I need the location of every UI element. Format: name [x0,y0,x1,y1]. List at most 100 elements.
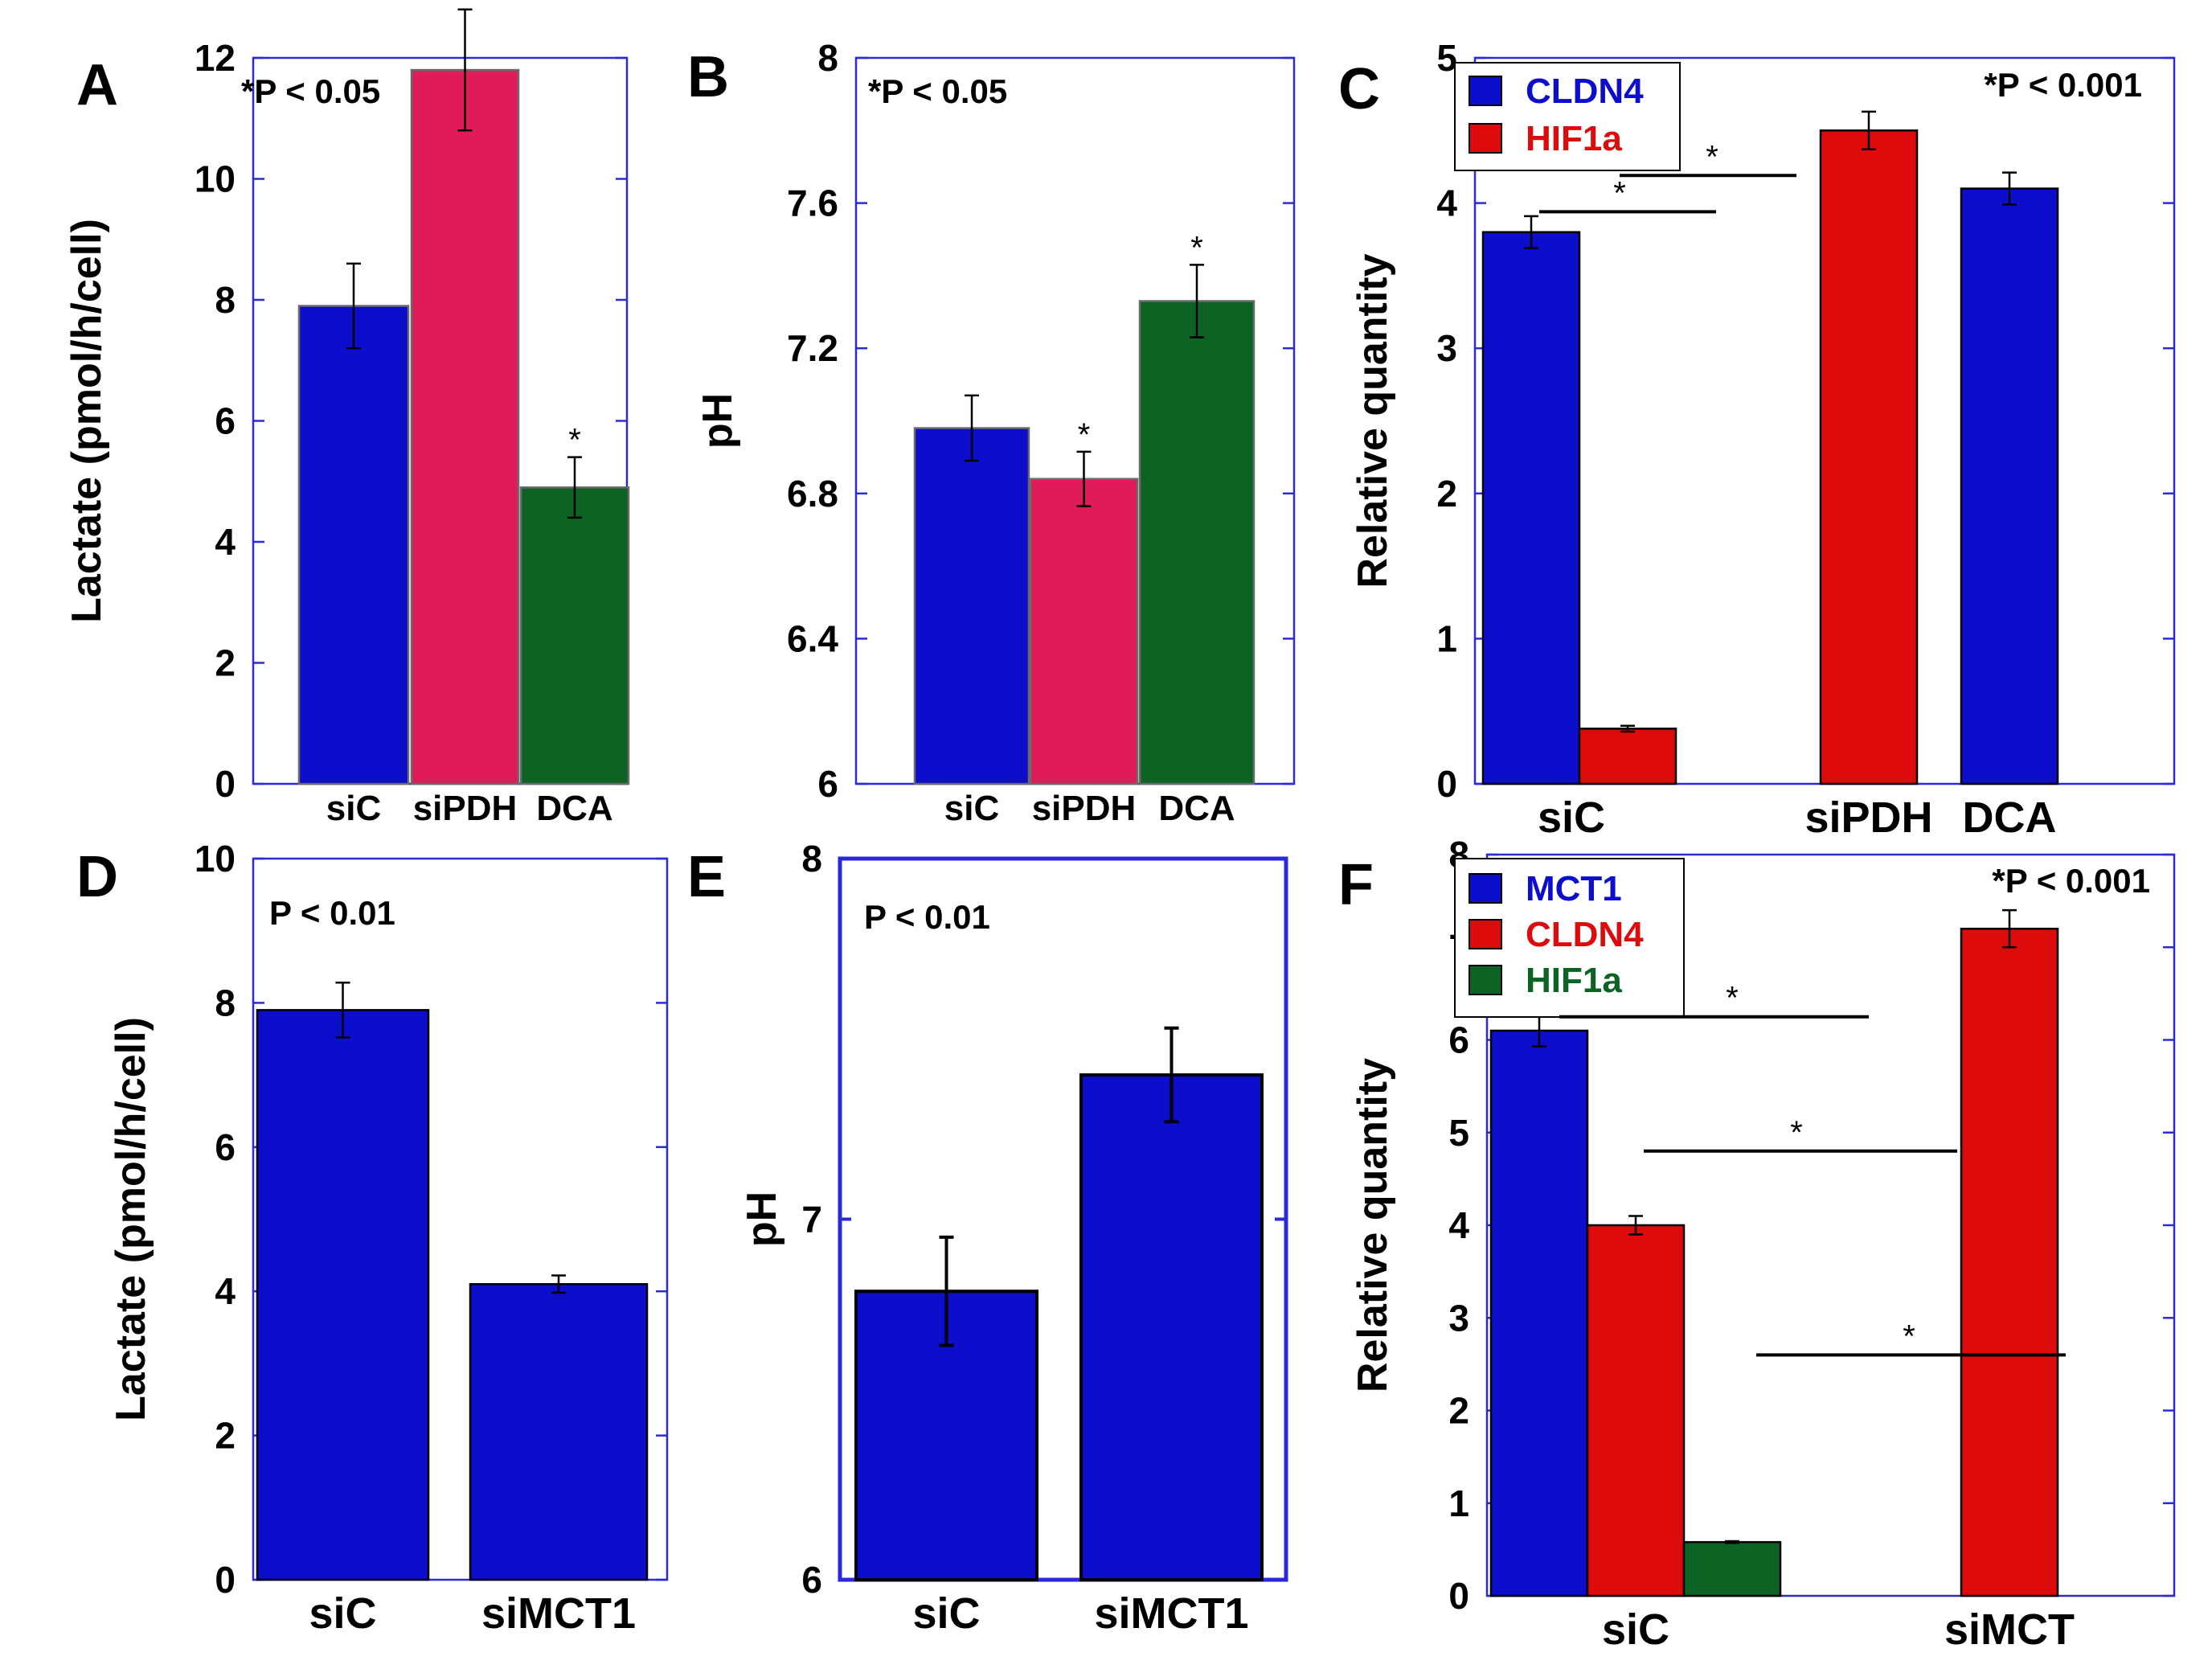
y-tick-label: 8 [215,982,236,1023]
y-tick-label: 0 [1448,1575,1469,1617]
legend-label-cldn4: CLDN4 [1526,72,1644,111]
bar-simct-cldn4 [1960,927,2059,1597]
p-value-annotation: P < 0.01 [269,894,395,932]
y-tick-label: 5 [1436,37,1457,79]
x-category-label: DCA [1963,793,2057,842]
y-tick-label: 6 [215,400,236,442]
x-category-label: siPDH [1032,789,1137,828]
y-tick-label: 3 [1448,1297,1469,1339]
y-tick-label: 2 [1436,473,1457,515]
y-axis-title: Lactate (pmol/h/cell) [108,1017,154,1421]
bar-dca [1138,300,1256,785]
y-axis-title: pH [694,393,741,449]
y-tick-label: 6 [215,1126,236,1168]
x-category-label: siC [1538,793,1605,842]
bracket-star: * [1903,1318,1915,1354]
x-category-label: siMCT [1944,1605,2075,1654]
bar-sipdh [1029,478,1139,785]
y-tick-label: 6 [801,1559,822,1601]
bar-sic [297,305,410,785]
x-category-label: DCA [1158,789,1235,828]
y-tick-label: 12 [195,37,236,79]
y-tick-label: 6.8 [787,473,838,515]
y-axis-title: pH [739,1191,785,1247]
y-tick-label: 6 [817,763,838,805]
panel-f: F012345678Relative quantity*P < 0.001siC… [1338,834,2176,1654]
y-axis-title: Relative quantity [1350,253,1396,588]
panel-a: A 0 2 4 6 8 10 12 Lactate (pmol/h/cell) *P < 0.05… [63,0,630,828]
y-tick-label: 4 [215,1270,236,1312]
p-value-annotation: *P < 0.001 [1992,862,2150,900]
panel-letter-f: F [1338,853,1374,917]
y-tick-label: 3 [1436,327,1457,369]
significance-star: * [568,423,581,458]
panel-letter-e: E [687,845,726,909]
legend: CLDN4 HIF1a [1454,62,1681,171]
y-tick-label: 1 [1448,1482,1469,1524]
bracket-star: * [1613,175,1626,211]
y-tick-label: 8 [215,279,236,321]
y-tick-label: 6 [1448,1019,1469,1061]
y-tick-label: 4 [1448,1204,1469,1246]
x-category-label: siC [912,1589,980,1638]
panel-letter-c: C [1338,57,1380,121]
legend-swatch-cldn4 [1469,76,1502,106]
significance-star: * [1190,230,1203,265]
y-tick-label: 2 [215,1415,236,1457]
panel-letter-d: D [76,845,118,909]
bar-simct1 [1079,1073,1264,1581]
y-axis-title: Lactate (pmol/h/cell) [63,219,110,623]
bar-sic-cldn4 [1586,1224,1686,1597]
y-tick-label: 8 [817,37,838,79]
x-category-label: siPDH [413,789,518,828]
y-tick-label: 0 [215,1559,236,1601]
p-value-annotation: P < 0.01 [864,898,990,936]
bar-sic-hif1a [1682,1540,1782,1597]
significance-star: * [459,0,472,10]
legend-label-hif1a: HIF1a [1526,961,1622,1000]
panel-letter-a: A [76,53,118,117]
y-tick-label: 8 [801,838,822,880]
bar-sic-mct1 [1489,1029,1589,1597]
panel-b: B 6 6.4 6.8 7.2 7.6 8 pH *P < 0.05 siC * siPDH * DCA [687,37,1296,828]
bracket-star: * [1790,1115,1803,1150]
legend-label-mct1: MCT1 [1526,869,1622,908]
y-tick-label: 4 [1436,182,1457,224]
p-value-annotation: *P < 0.001 [1984,66,2142,104]
bar-sic [913,427,1030,785]
x-category-label: siC [326,789,381,828]
bar-sipdh [410,68,520,785]
x-category-label: siMCT1 [1094,1589,1248,1638]
y-tick-label: 0 [1436,763,1457,805]
y-tick-label: 2 [215,642,236,684]
bar-sic [256,1009,430,1581]
legend-swatch-hif1a [1469,123,1502,154]
significance-star: * [1078,417,1091,453]
bar-simct1 [469,1282,649,1581]
x-category-label: siPDH [1804,793,1932,842]
p-value-annotation: *P < 0.05 [868,72,1007,110]
legend-swatch-cldn4 [1469,919,1502,949]
panel-d: D 0 2 4 6 8 10 Lactate (pmol/h/cell) P < 0.01 siC… [76,838,669,1638]
y-tick-label: 7.2 [787,327,838,369]
x-category-label: siMCT1 [481,1589,636,1638]
y-tick-label: 5 [1448,1112,1469,1154]
bar-sic-hif1a [1578,728,1677,785]
bracket-star: * [1706,139,1718,174]
panel-e: E 6 7 8 pH P < 0.01 siC siMCT1 [687,838,1288,1638]
x-category-label: siC [309,1589,376,1638]
x-category-label: siC [944,789,999,828]
legend-label-cldn4: CLDN4 [1526,915,1644,954]
y-tick-label: 10 [195,838,236,880]
y-tick-label: 6.4 [787,617,838,659]
y-axis-title: Relative quantity [1350,1058,1396,1392]
y-tick-label: 7.6 [787,182,838,224]
y-tick-label: 1 [1436,617,1457,659]
x-category-label: siC [1602,1605,1669,1654]
bar-sipdh-hif1a [1819,129,1919,785]
bar-dca [519,486,630,785]
y-tick-label: 0 [215,763,236,805]
legend: MCT1 CLDN4 HIF1a [1454,858,1685,1018]
y-tick-label: 2 [1448,1390,1469,1432]
